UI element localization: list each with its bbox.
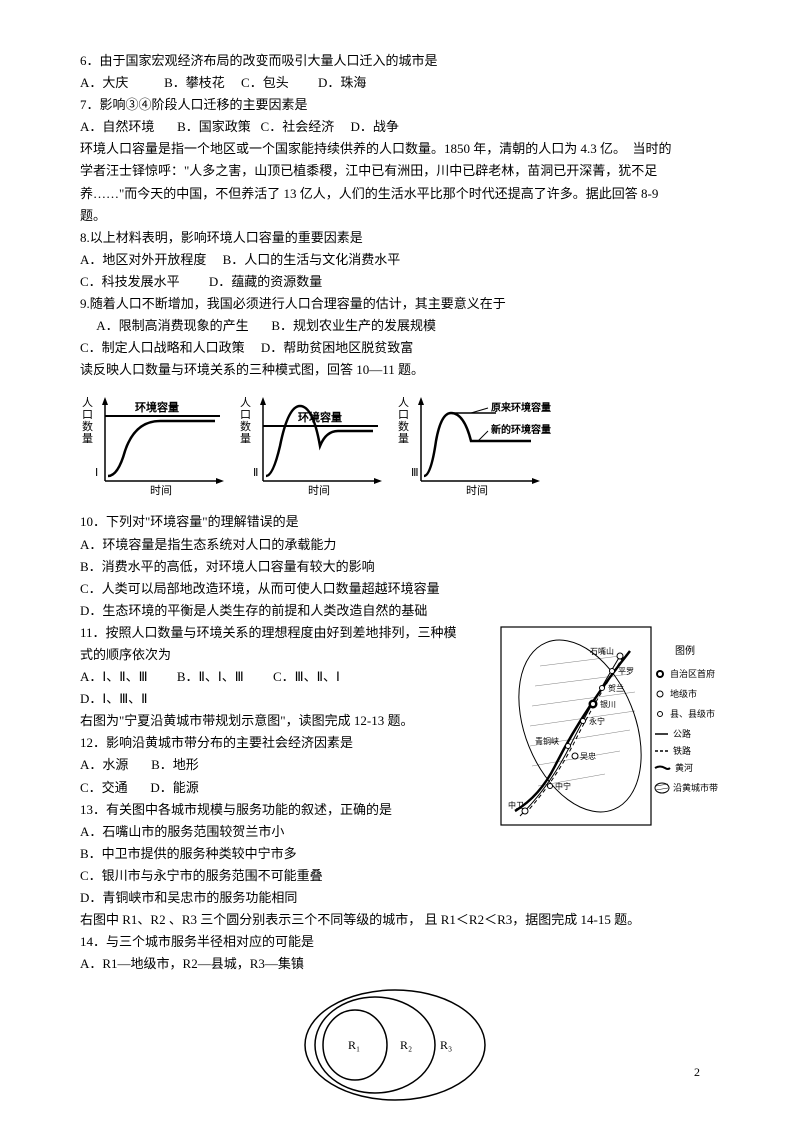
chart1-cap: 环境容量 (135, 400, 179, 414)
chart2-xlabel: 时间 (308, 484, 330, 497)
svg-text:石嘴山: 石嘴山 (590, 646, 614, 656)
svg-text:永宁: 永宁 (589, 716, 605, 726)
svg-text:黄河: 黄河 (675, 762, 693, 773)
chart1-mark: Ⅰ (95, 467, 98, 479)
svg-text:公路: 公路 (673, 728, 691, 739)
q14-stem: 14．与三个城市服务半径相对应的可能是 (80, 931, 720, 953)
q13-d: D．青铜峡市和吴忠市的服务功能相同 (80, 887, 720, 909)
svg-text:县、县级市: 县、县级市 (670, 708, 715, 719)
q10-b: B．消费水平的高低，对环境人口容量有较大的影响 (80, 556, 720, 578)
passage1-l2: 学者汪士铎惊呼："人多之害，山顶已植黍稷，江中已有洲田，川中已辟老林，苗洞已开深… (80, 160, 720, 182)
q9-optC: C．制定人口战略和人口政策 D．帮助贫困地区脱贫致富 (80, 337, 720, 359)
q10-stem: 10．下列对"环境容量"的理解错误的是 (80, 511, 720, 533)
svg-text:中宁: 中宁 (555, 781, 571, 791)
chart1-xlabel: 时间 (150, 484, 172, 497)
svg-text:平罗: 平罗 (618, 667, 634, 676)
chart3-xlabel: 时间 (466, 484, 488, 497)
chart-3: 人口数量 原来环境容量 新的环境容量 Ⅲ 时间 (396, 391, 576, 501)
q10-d: D．生态环境的平衡是人类生存的前提和人类改造自然的基础 (80, 600, 720, 622)
page-number: 2 (694, 1062, 700, 1082)
chart2-cap: 环境容量 (298, 410, 342, 424)
q6-stem: 6．由于国家宏观经济布局的改变而吸引大量人口迁入的城市是 (80, 50, 720, 72)
q14-a: A．R1—地级市，R2—县城，R3—集镇 (80, 953, 720, 975)
svg-text:沿黄城市带: 沿黄城市带 (673, 782, 718, 793)
passage1-l3: 养……"而今天的中国，不但养活了 13 亿人，人们的生活水平比那个时代还提高了许… (80, 183, 720, 205)
circles-figure: R₁ R₂ R₃ (300, 985, 490, 1112)
svg-text:银川: 银川 (600, 699, 616, 709)
chart3-l2: 新的环境容量 (491, 423, 551, 436)
q10-a: A．环境容量是指生态系统对人口的承载能力 (80, 534, 720, 556)
q8-optC: C．科技发展水平 D．蕴藏的资源数量 (80, 271, 720, 293)
circle-r3-label: R₃ (440, 1038, 452, 1052)
chart3-mark: Ⅲ (411, 467, 419, 479)
passage1-l4: 题。 (80, 205, 720, 227)
svg-text:地级市: 地级市 (670, 688, 697, 699)
q7-options: A．自然环境 B．国家政策 C．社会经济 D．战争 (80, 116, 720, 138)
q9-optA: A．限制高消费现象的产生 B．规划农业生产的发展规模 (80, 315, 720, 337)
q9-stem: 9.随着人口不断增加，我国必须进行人口合理容量的估计，其主要意义在于 (80, 293, 720, 315)
chart3-l1: 原来环境容量 (491, 401, 551, 414)
svg-text:贺兰: 贺兰 (608, 683, 624, 693)
map-figure: 石嘴山 平罗 贺兰 银川 永宁 青铜峡 吴忠 中宁 中卫 图例 自治区首府 地级… (500, 626, 720, 833)
passage1-l1: 环境人口容量是指一个地区或一个国家能持续供养的人口数量。1850 年，清朝的人口… (80, 138, 720, 160)
q7-stem: 7．影响③④阶段人口迁移的主要因素是 (80, 94, 720, 116)
chart-1: 人口数量 环境容量 Ⅰ 时间 (80, 391, 230, 501)
svg-text:青铜峡: 青铜峡 (535, 736, 559, 746)
q13-c: C．银川市与永宁市的服务范围不可能重叠 (80, 865, 720, 887)
q6-options: A．大庆 B．攀枝花 C．包头 D．珠海 (80, 72, 720, 94)
charts-row: 人口数量 环境容量 Ⅰ 时间 人口数量 环境容量 Ⅱ 时间 人口数量 原来环境容… (80, 391, 720, 501)
chart-2: 人口数量 环境容量 Ⅱ 时间 (238, 391, 388, 501)
legend-title: 图例 (675, 644, 695, 657)
svg-text:铁路: 铁路 (673, 745, 691, 756)
chart2-mark: Ⅱ (253, 467, 258, 479)
passage4: 右图中 R1、R2 、R3 三个圆分别表示三个不同等级的城市， 且 R1＜R2＜… (80, 909, 720, 931)
passage2: 读反映人口数量与环境关系的三种模式图，回答 10—11 题。 (80, 359, 720, 381)
chart1-ylabel: 人口数量 (82, 396, 93, 445)
svg-text:中卫: 中卫 (508, 800, 524, 810)
q8-stem: 8.以上材料表明，影响环境人口容量的重要因素是 (80, 227, 720, 249)
q10-c: C．人类可以局部地改造环境，从而可使人口数量超越环境容量 (80, 578, 720, 600)
chart2-ylabel: 人口数量 (240, 396, 251, 445)
q13-b: B．中卫市提供的服务种类较中宁市多 (80, 843, 720, 865)
q8-optA: A．地区对外开放程度 B．人口的生活与文化消费水平 (80, 249, 720, 271)
circle-r1-label: R₁ (348, 1038, 360, 1052)
circle-r2-label: R₂ (400, 1038, 412, 1052)
svg-text:吴忠: 吴忠 (580, 752, 596, 761)
chart3-ylabel: 人口数量 (398, 396, 409, 445)
svg-text:自治区首府: 自治区首府 (670, 668, 715, 679)
